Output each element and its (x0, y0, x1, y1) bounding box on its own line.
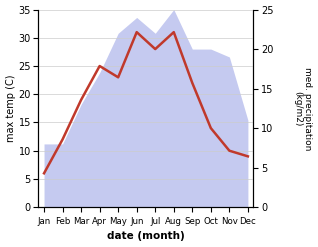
X-axis label: date (month): date (month) (107, 231, 185, 242)
Y-axis label: med. precipitation
(kg/m2): med. precipitation (kg/m2) (293, 67, 313, 150)
Y-axis label: max temp (C): max temp (C) (5, 75, 16, 142)
